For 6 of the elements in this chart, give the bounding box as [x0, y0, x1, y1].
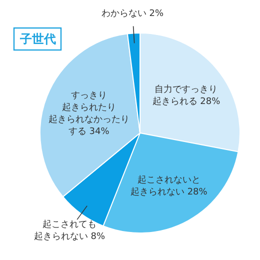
- slice-label: 起こされても起きられない 8%: [34, 219, 106, 242]
- slice-label: わからない 2%: [101, 9, 164, 20]
- text: 子世代: [19, 32, 56, 46]
- slice-label: すっきり起きられたり起きられなかったりする 34%: [48, 90, 130, 137]
- slice-label: 自力ですっきり起きられる 28%: [152, 84, 221, 107]
- slice-label: 起こされないと起きられない 28%: [130, 174, 208, 198]
